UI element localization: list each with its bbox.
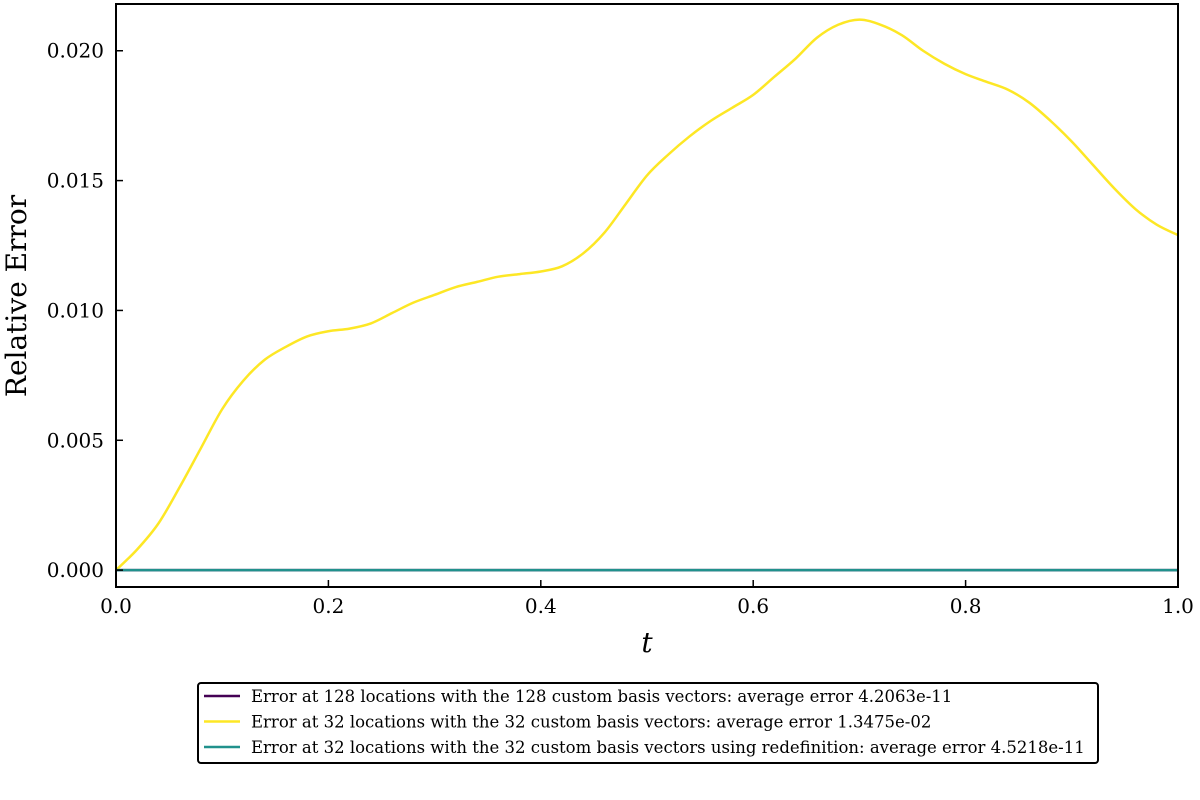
x-tick-label: 0.4 <box>525 594 557 618</box>
series-line-32-locations <box>115 18 1179 572</box>
x-tick-label: 0.6 <box>737 594 769 618</box>
x-tick-label: 0.0 <box>100 594 132 618</box>
legend-entry-label: Error at 128 locations with the 128 cust… <box>251 687 952 706</box>
x-axis-label: t <box>641 626 653 659</box>
ticks: 0.0 0.2 0.4 0.6 0.8 1.0 0.000 0.005 0.010 0.015 0.… <box>47 39 1194 618</box>
plot-area <box>115 18 1179 572</box>
x-tick-label: 1.0 <box>1162 594 1194 618</box>
y-tick-label: 0.020 <box>47 39 104 63</box>
x-tick-label: 0.2 <box>312 594 344 618</box>
legend-entry-label: Error at 32 locations with the 32 custom… <box>251 738 1085 757</box>
axes-frame <box>115 3 1179 588</box>
y-tick-label: 0.010 <box>47 298 104 322</box>
legend-entry-label: Error at 32 locations with the 32 custom… <box>251 713 931 732</box>
legend: Error at 128 locations with the 128 cust… <box>197 682 1099 764</box>
x-tick-label: 0.8 <box>950 594 982 618</box>
y-tick-label: 0.000 <box>47 558 104 582</box>
y-axis-label: Relative Error <box>0 194 33 397</box>
y-tick-label: 0.015 <box>47 169 104 193</box>
y-tick-label: 0.005 <box>47 428 104 452</box>
legend-frame <box>197 682 1099 764</box>
